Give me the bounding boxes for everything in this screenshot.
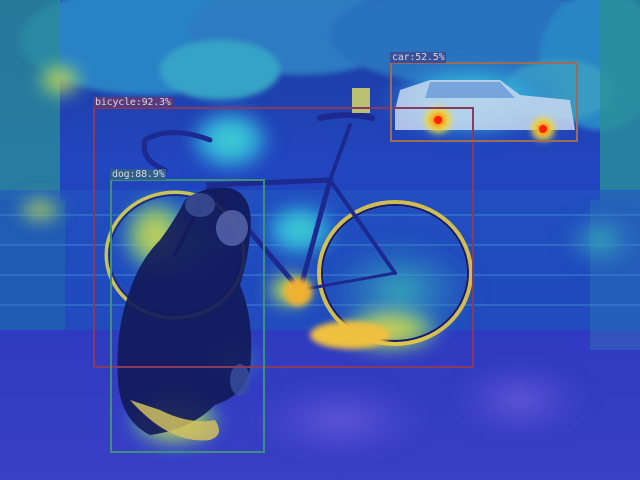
car-detection-box: car:52.5% bbox=[390, 52, 578, 142]
bicycle-detection-box: bicycle:92.3% bbox=[93, 97, 474, 368]
car-detection-label: car:52.5% bbox=[390, 52, 447, 63]
dog-detection-label: dog:88.9% bbox=[110, 169, 167, 180]
bicycle-detection-label: bicycle:92.3% bbox=[93, 97, 173, 108]
dog-detection-box: dog:88.9% bbox=[110, 169, 265, 453]
